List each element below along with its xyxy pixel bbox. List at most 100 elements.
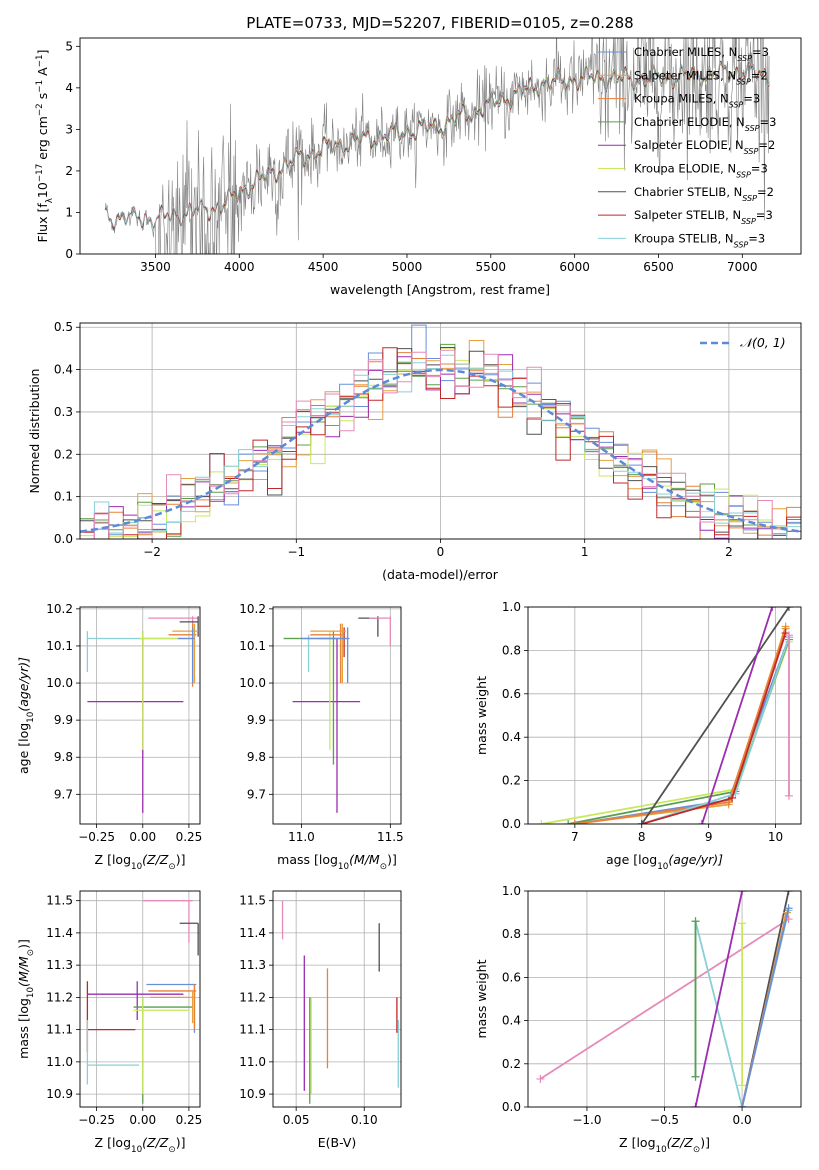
x-tick-label: 11.5 <box>377 830 404 844</box>
x-tick-label: 7000 <box>727 260 758 274</box>
y-tick-label: 0.5 <box>54 320 73 334</box>
point-marker <box>738 1103 747 1107</box>
point-marker <box>536 1074 545 1083</box>
series-salpeter-elodie <box>691 891 747 1107</box>
y-axis-label-part: −2 <box>35 103 45 116</box>
series-chabrier-elodie <box>691 917 700 1081</box>
y-tick-label: 9.7 <box>247 787 266 801</box>
legend-n-prefix: , N <box>718 231 734 245</box>
x-axis-label-part: (age/yr)] <box>668 852 723 867</box>
y-tick-label: 11.0 <box>46 1055 73 1069</box>
point-salpeter-elodie <box>292 638 361 813</box>
y-tick-label: 4 <box>65 81 73 95</box>
x-axis-label-part: )] <box>176 1135 186 1150</box>
legend-sub: SSP <box>741 217 756 226</box>
point-kroupa-miles <box>148 984 197 1030</box>
point-marker <box>784 904 793 913</box>
data-layer <box>80 324 801 539</box>
legend-eq: = <box>751 162 761 176</box>
x-tick-label: −1 <box>287 545 305 559</box>
point-marker <box>564 820 573 824</box>
y-axis-label-part: A <box>35 67 50 80</box>
x-axis-label-part: ⊙ <box>168 1145 175 1155</box>
legend-n: 3 <box>765 208 772 222</box>
point-marker <box>691 917 700 926</box>
point-kroupa-stelib <box>86 631 140 672</box>
y-tick-label: 1.0 <box>502 884 521 898</box>
legend-entry: Chabrier MILES, NSSP=3 <box>634 45 769 63</box>
point-kroupa-stelib <box>86 1019 140 1085</box>
legend-name: Chabrier ELODIE <box>634 115 729 129</box>
series-kroupa-stelib <box>637 633 793 824</box>
y-axis-label-part: −1 <box>35 80 45 93</box>
y-tick-label: 10.2 <box>46 602 73 616</box>
x-axis-label: E(B-V) <box>318 1135 357 1150</box>
x-tick-label: 1 <box>581 545 589 559</box>
legend-n-prefix: , N <box>720 68 736 82</box>
point-marker <box>784 607 793 611</box>
y-axis-label-part: ] <box>35 50 50 55</box>
data-layer <box>281 900 399 1104</box>
y-tick-label: 9.7 <box>54 787 73 801</box>
y-axis-label-part: 10 <box>35 182 50 198</box>
x-axis-label-part: Z [log <box>95 1135 131 1150</box>
axes-frame <box>527 890 802 1108</box>
axes-frame <box>79 606 201 825</box>
legend-sub: SSP <box>736 77 751 86</box>
y-axis-label-part: λ <box>45 198 55 203</box>
y-tick-label: 0.4 <box>502 1014 521 1028</box>
y-axis-label-part: mass [log <box>16 998 31 1059</box>
y-tick-label: 0.6 <box>502 687 521 701</box>
x-axis-label-part: )] <box>387 852 397 867</box>
legend-entry: Salpeter STELIB, NSSP=3 <box>634 208 773 226</box>
normal-curve <box>80 368 801 533</box>
x-axis-label-part: 10 <box>657 862 668 872</box>
point-marker <box>637 820 646 824</box>
legend-eq: = <box>748 231 758 245</box>
y-tick-label: 0.8 <box>502 927 521 941</box>
x-axis-label: age [log10(age/yr)] <box>606 852 723 872</box>
point-chabrier-elodie <box>283 631 337 765</box>
plot-residuals: −2 −1 0 1 2 0.0 0.1 0.2 0.3 0.4 0.5 (data-model)/er… <box>27 320 802 582</box>
y-tick-label: 10.9 <box>46 1087 73 1101</box>
y-tick-label: 10.0 <box>239 676 266 690</box>
y-tick-label: 11.0 <box>239 1055 266 1069</box>
point-salpeter-miles <box>150 990 195 1024</box>
y-tick-label: 0.6 <box>502 970 521 984</box>
y-tick-label: 1.0 <box>502 600 521 614</box>
x-axis-label: wavelength [Angstrom, rest frame] <box>330 282 550 297</box>
y-tick-label: 9.8 <box>54 750 73 764</box>
x-axis-label-part: (Z/Z <box>667 1135 694 1150</box>
x-tick-label: 6500 <box>643 260 674 274</box>
y-tick-label: 11.5 <box>46 894 73 908</box>
y-tick-label: 11.5 <box>239 894 266 908</box>
legend-n: 2 <box>768 138 775 152</box>
y-axis-label-part: 10 <box>26 712 36 723</box>
axes-frame <box>79 890 201 1108</box>
legend-n-prefix: , N <box>729 115 745 129</box>
point-marker <box>738 891 747 895</box>
y-axis-label-part: −1 <box>35 54 45 67</box>
series-chabrier-stelib <box>637 607 793 824</box>
x-tick-label: 6000 <box>559 260 590 274</box>
data-layer <box>536 891 793 1107</box>
x-tick-label: 0.25 <box>176 1113 203 1127</box>
x-tick-label: 7 <box>571 830 579 844</box>
y-tick-label: 11.1 <box>46 1023 73 1037</box>
y-tick-label: 11.3 <box>46 958 73 972</box>
legend-sub: SSP <box>729 100 744 109</box>
plot-mass-vs-Z: −0.25 0.00 0.25 10.9 11.0 11.1 11.2 11.3 11.4 11.… <box>16 890 203 1155</box>
x-axis-label-part: Z [log <box>95 852 131 867</box>
x-axis-label-part: ⊙ <box>693 1145 700 1155</box>
x-tick-label: 2 <box>725 545 733 559</box>
x-axis-label: mass [log10(M/M⊙)] <box>277 852 397 872</box>
legend-n-prefix: , N <box>721 45 737 59</box>
legend-sub: SSP <box>734 240 749 249</box>
data-layer <box>86 616 199 813</box>
legend-entry: Kroupa ELODIE, NSSP=3 <box>634 162 768 180</box>
data-layer <box>537 607 793 824</box>
x-axis-label-part: 10 <box>131 1145 142 1155</box>
plot-spectrum: 3500 4000 4500 5000 5500 6000 6500 7000012345PL… <box>35 14 802 297</box>
y-tick-label: 10.2 <box>239 602 266 616</box>
x-axis-label-part: Z [log <box>619 1135 655 1150</box>
